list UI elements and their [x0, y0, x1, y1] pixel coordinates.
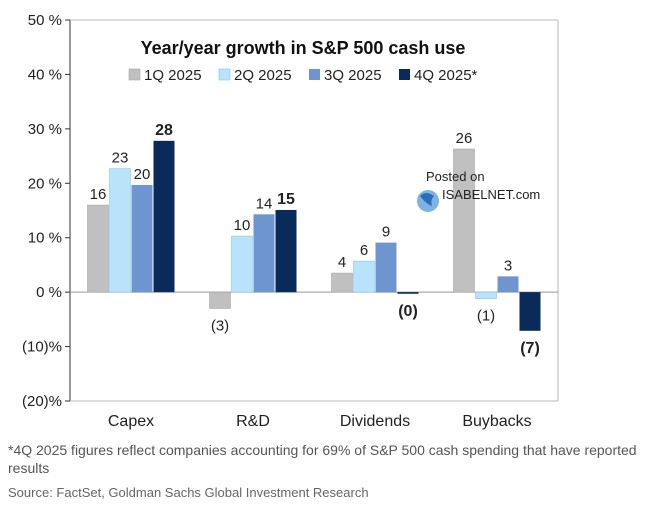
- bar: [87, 204, 109, 293]
- data-label: 14: [256, 195, 273, 212]
- bar: [375, 242, 397, 293]
- chart-canvas: 50 % 40 % 30 % 20 % 10 % 0 % (10)% (20)% 16 23 20…: [22, 12, 559, 430]
- bar: [153, 140, 175, 293]
- y-axis: 50 % 40 % 30 % 20 % 10 % 0 % (10)% (20)%: [22, 12, 70, 410]
- data-label: 28: [155, 122, 173, 139]
- bar: [397, 292, 419, 294]
- legend-swatch: [309, 69, 320, 80]
- y-tick-label: 30 %: [28, 121, 62, 138]
- globe-land-icon: [420, 193, 434, 206]
- y-tick-label: 40 %: [28, 66, 62, 83]
- bar-group: [87, 140, 541, 331]
- legend-label: 2Q 2025: [234, 67, 292, 84]
- data-label: (7): [520, 340, 540, 357]
- bar: [131, 184, 153, 293]
- bar: [253, 214, 275, 293]
- data-label: 26: [456, 130, 473, 147]
- y-tick-label: (20)%: [22, 393, 62, 410]
- data-label: 16: [90, 186, 107, 203]
- legend: 1Q 2025 2Q 2025 3Q 2025 4Q 2025*: [128, 67, 478, 84]
- category-label: Buybacks: [462, 413, 531, 430]
- watermark: Posted on ISABELNET.com: [417, 169, 540, 212]
- data-label: 3: [504, 257, 512, 274]
- y-tick-label: 50 %: [28, 12, 62, 29]
- bar: [519, 292, 541, 331]
- category-label: R&D: [236, 413, 270, 430]
- bar: [109, 168, 131, 293]
- bar: [475, 291, 497, 299]
- legend-label: 3Q 2025: [324, 67, 382, 84]
- y-tick-label: (10)%: [22, 339, 62, 356]
- y-tick-label: 10 %: [28, 230, 62, 247]
- category-label: Dividends: [340, 413, 410, 430]
- data-label: 20: [134, 166, 151, 183]
- watermark-line1: Posted on: [426, 169, 485, 184]
- bar: [453, 148, 475, 293]
- data-label: (1): [477, 308, 495, 325]
- bar: [353, 260, 375, 293]
- legend-label: 1Q 2025: [144, 67, 202, 84]
- data-label: (3): [211, 317, 229, 334]
- bar: [275, 209, 297, 293]
- category-label: Capex: [108, 413, 154, 430]
- category-labels: Capex R&D Dividends Buybacks: [108, 413, 532, 430]
- bar: [209, 291, 231, 309]
- legend-swatch: [128, 68, 141, 81]
- legend-label: 4Q 2025*: [414, 67, 478, 84]
- legend-swatch: [399, 69, 410, 80]
- data-label: 9: [382, 224, 390, 241]
- bar: [497, 276, 519, 293]
- y-tick-label: 20 %: [28, 175, 62, 192]
- footnote: *4Q 2025 figures reflect companies accou…: [8, 442, 637, 476]
- watermark-line2: ISABELNET.com: [442, 187, 540, 202]
- source-note: Source: FactSet, Goldman Sachs Global In…: [8, 485, 369, 500]
- data-label: 10: [234, 217, 251, 234]
- bar: [331, 272, 353, 293]
- y-tick-label: 0 %: [36, 284, 62, 301]
- data-labels: 16 23 20 28 (3) 10 14 15 469 (0) 26 (1) 3 (7): [90, 122, 540, 357]
- data-label: (0): [398, 303, 418, 320]
- data-label: 4: [338, 254, 346, 271]
- bar: [231, 235, 253, 293]
- data-label: 23: [112, 150, 129, 167]
- data-label: 6: [360, 242, 368, 259]
- chart-title: Year/year growth in S&P 500 cash use: [141, 38, 466, 58]
- legend-swatch: [218, 68, 231, 81]
- data-label: 15: [277, 191, 295, 208]
